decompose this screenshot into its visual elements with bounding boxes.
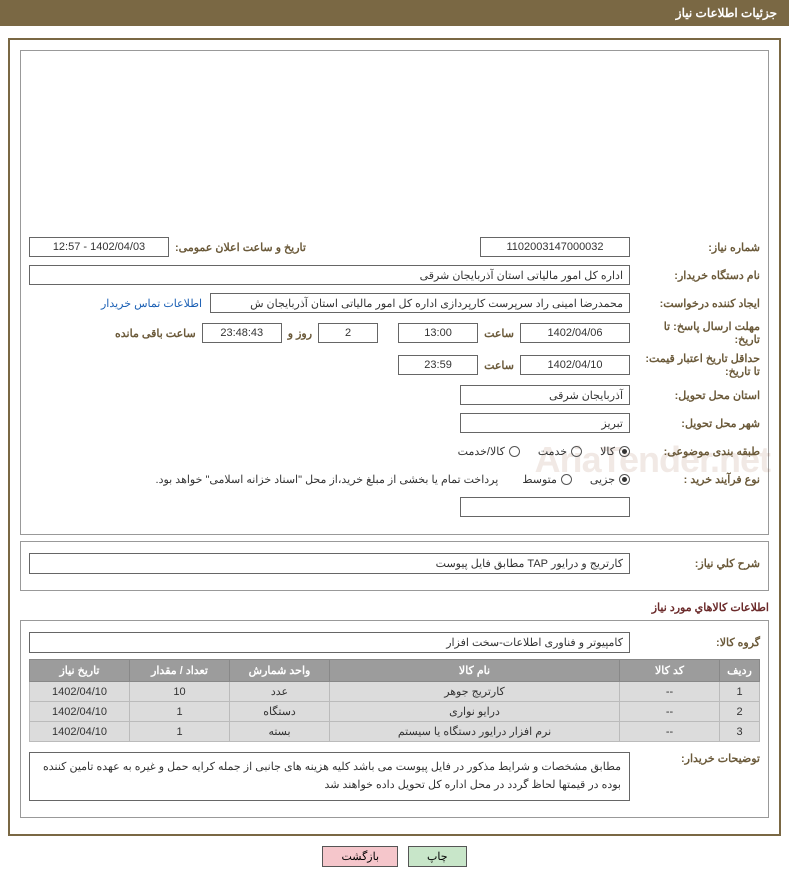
group-label: گروه کالا: — [630, 636, 760, 649]
table-cell: نرم افزار درایور دستگاه یا سیستم — [330, 722, 620, 742]
process-label: نوع فرآیند خرید : — [630, 473, 760, 486]
time-label-1: ساعت — [478, 327, 520, 340]
days-and-label: روز و — [282, 327, 318, 340]
group-value: کامپیوتر و فناوری اطلاعات-سخت افزار — [29, 632, 630, 653]
process-radio-group: جزیی متوسط — [522, 473, 630, 486]
requester-label: ایجاد کننده درخواست: — [630, 297, 760, 310]
remaining-label: ساعت باقی مانده — [109, 327, 202, 340]
th-code: کد کالا — [620, 660, 720, 682]
table-row: 2--درایو نواریدستگاه11402/04/10 — [30, 702, 760, 722]
province-label: استان محل تحویل: — [630, 389, 760, 402]
deadline-time: 13:00 — [398, 323, 478, 343]
class-radio-group: کالا خدمت کالا/خدمت — [458, 445, 630, 458]
min-valid-time: 23:59 — [398, 355, 478, 375]
table-row: 3--نرم افزار درایور دستگاه یا سیستمبسته1… — [30, 722, 760, 742]
back-button[interactable]: بازگشت — [322, 846, 398, 867]
table-cell: -- — [620, 702, 720, 722]
page-title-bar: جزئیات اطلاعات نیاز — [0, 0, 789, 26]
buyer-notes-text: مطابق مشخصات و شرایط مذکور در فایل پیوست… — [29, 752, 630, 801]
min-valid-date: 1402/04/10 — [520, 355, 630, 375]
table-cell: -- — [620, 722, 720, 742]
time-label-2: ساعت — [478, 359, 520, 372]
province-value: آذربایجان شرقی — [460, 385, 630, 405]
general-title-value: کارتریج و درایور TAP مطابق فایل پیوست — [29, 553, 630, 574]
deadline-date: 1402/04/06 — [520, 323, 630, 343]
table-cell: دستگاه — [230, 702, 330, 722]
table-cell: 1 — [130, 702, 230, 722]
announce-value: 1402/04/03 - 12:57 — [29, 237, 169, 257]
page-title: جزئیات اطلاعات نیاز — [676, 6, 777, 20]
table-cell: عدد — [230, 682, 330, 702]
table-cell: 1 — [130, 722, 230, 742]
main-panel: AriaTender.net شماره نیاز: 1102003147000… — [8, 38, 781, 836]
radio-motavasset[interactable]: متوسط — [522, 473, 572, 486]
th-row: ردیف — [720, 660, 760, 682]
empty-field — [460, 497, 630, 517]
class-label: طبقه بندی موضوعی: — [630, 445, 760, 458]
general-title-label: شرح کلي نیاز: — [630, 557, 760, 570]
radio-kala-khedmat[interactable]: کالا/خدمت — [458, 445, 520, 458]
details-panel: AriaTender.net شماره نیاز: 1102003147000… — [20, 50, 769, 535]
button-row: چاپ بازگشت — [0, 846, 789, 867]
table-cell: 3 — [720, 722, 760, 742]
table-cell: 10 — [130, 682, 230, 702]
table-cell: 1 — [720, 682, 760, 702]
min-valid-label: حداقل تاریخ اعتبار قیمت: تا تاریخ: — [630, 352, 760, 378]
th-date: تاریخ نیاز — [30, 660, 130, 682]
items-table: ردیف کد کالا نام کالا واحد شمارش تعداد /… — [29, 659, 760, 742]
table-row: 1--کارتریج جوهرعدد101402/04/10 — [30, 682, 760, 702]
need-no-value: 1102003147000032 — [480, 237, 630, 257]
requester-value: محمدرضا امینی راد سرپرست کارپردازی اداره… — [210, 293, 630, 313]
buyer-notes-label: توضیحات خریدار: — [630, 752, 760, 765]
city-label: شهر محل تحویل: — [630, 417, 760, 430]
announce-label: تاریخ و ساعت اعلان عمومی: — [169, 241, 312, 254]
th-unit: واحد شمارش — [230, 660, 330, 682]
radio-kala[interactable]: کالا — [600, 445, 630, 458]
city-value: تبریز — [460, 413, 630, 433]
table-cell: 1402/04/10 — [30, 722, 130, 742]
days-remaining: 2 — [318, 323, 378, 343]
table-cell: -- — [620, 682, 720, 702]
table-cell: درایو نواری — [330, 702, 620, 722]
countdown-value: 23:48:43 — [202, 323, 282, 343]
buyer-value: اداره کل امور مالیاتی استان آذربایجان شر… — [29, 265, 630, 285]
general-desc-panel: شرح کلي نیاز: کارتریج و درایور TAP مطابق… — [20, 541, 769, 591]
goods-section-title: اطلاعات کالاهاي مورد نیاز — [20, 601, 769, 614]
th-qty: تعداد / مقدار — [130, 660, 230, 682]
table-cell: 2 — [720, 702, 760, 722]
need-no-label: شماره نیاز: — [630, 241, 760, 254]
goods-panel: گروه کالا: کامپیوتر و فناوری اطلاعات-سخت… — [20, 620, 769, 818]
table-cell: 1402/04/10 — [30, 702, 130, 722]
table-cell: بسته — [230, 722, 330, 742]
radio-khedmat[interactable]: خدمت — [538, 445, 582, 458]
contact-link[interactable]: اطلاعات تماس خریدار — [101, 297, 210, 310]
buyer-label: نام دستگاه خریدار: — [630, 269, 760, 282]
print-button[interactable]: چاپ — [408, 846, 467, 867]
table-cell: کارتریج جوهر — [330, 682, 620, 702]
payment-note: پرداخت تمام یا بخشی از مبلغ خرید،از محل … — [156, 473, 523, 486]
radio-jozi[interactable]: جزیی — [590, 473, 630, 486]
table-cell: 1402/04/10 — [30, 682, 130, 702]
deadline-label: مهلت ارسال پاسخ: تا تاریخ: — [630, 320, 760, 346]
th-name: نام کالا — [330, 660, 620, 682]
